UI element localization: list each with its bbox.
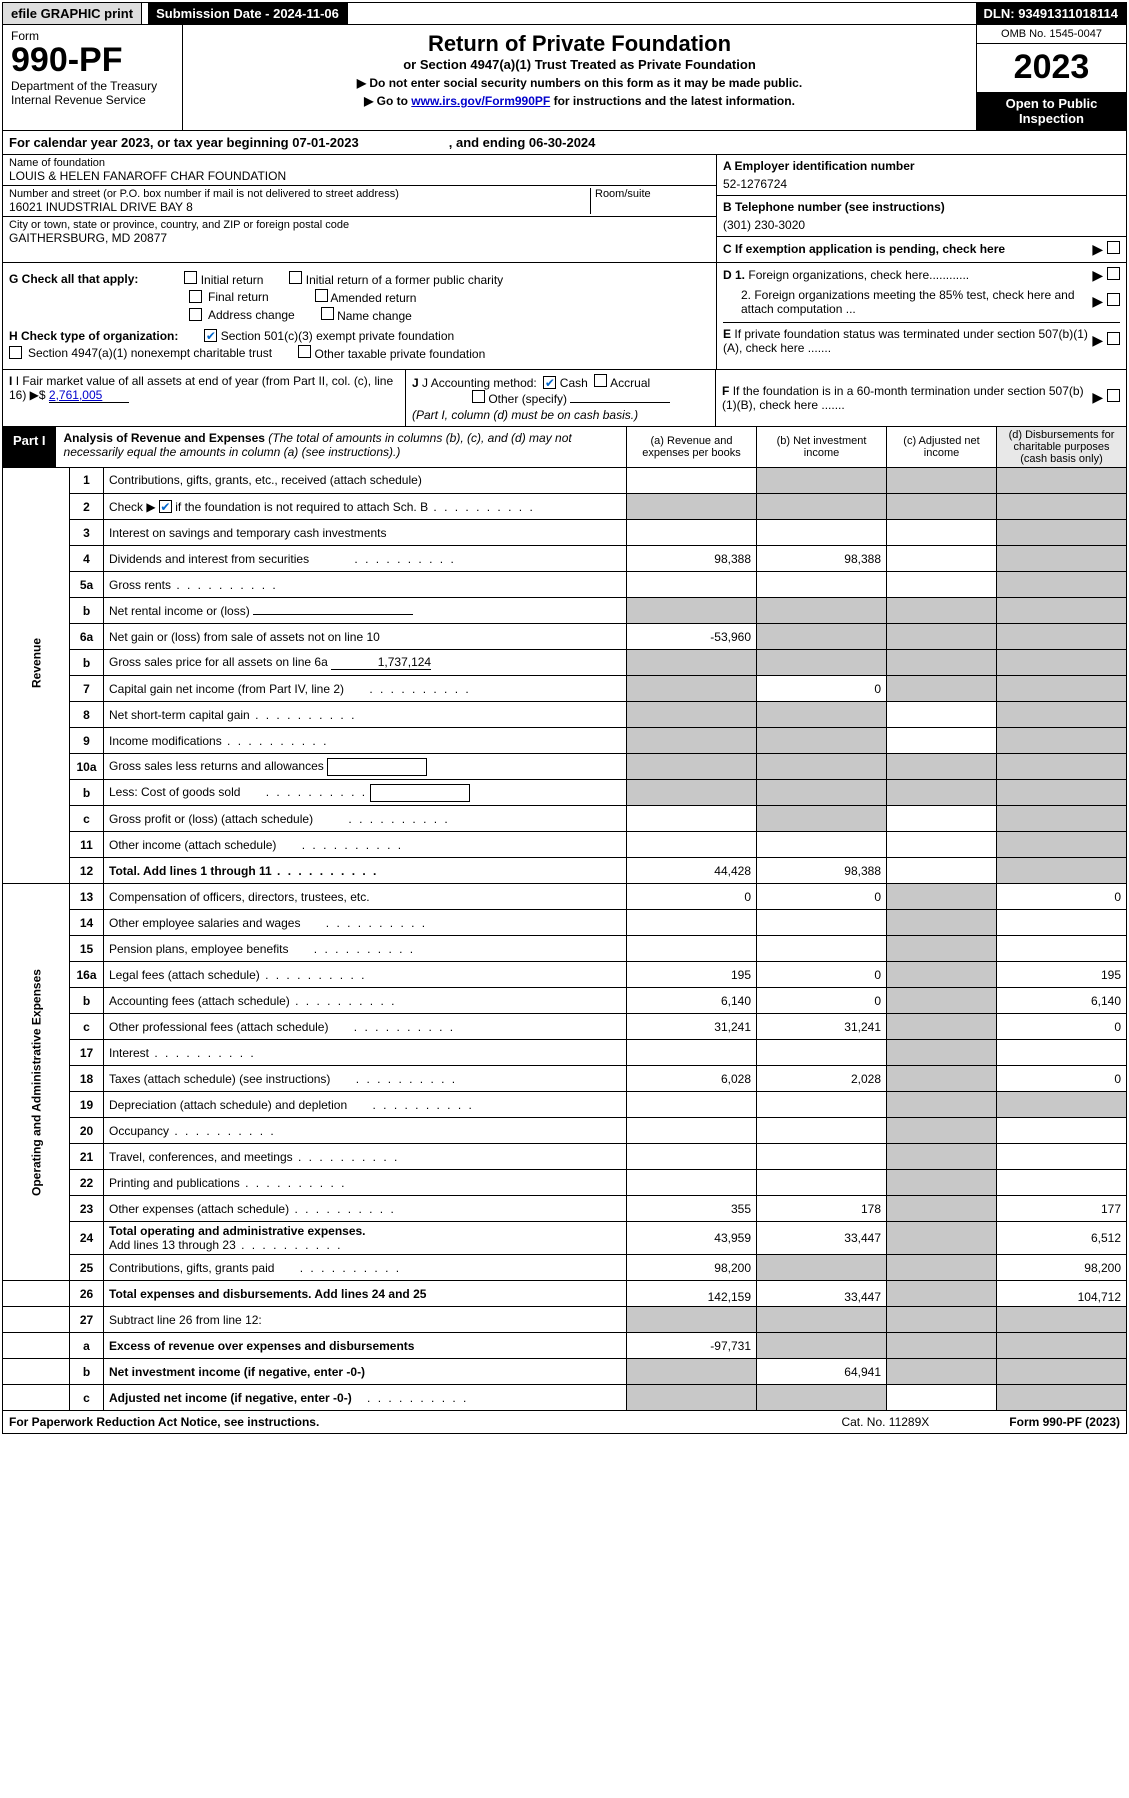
checkbox[interactable] bbox=[298, 345, 311, 358]
expenses-side-label: Operating and Administrative Expenses bbox=[3, 884, 70, 1281]
col-d-header: (d) Disbursements for charitable purpose… bbox=[996, 427, 1126, 467]
col-b-header: (b) Net investment income bbox=[756, 427, 886, 467]
checkbox-checked[interactable] bbox=[204, 329, 217, 342]
checkbox[interactable] bbox=[189, 308, 202, 321]
form-header: Form 990-PF Department of the Treasury I… bbox=[2, 25, 1127, 131]
form-subtitle: or Section 4947(a)(1) Trust Treated as P… bbox=[193, 57, 966, 72]
form-title: Return of Private Foundation bbox=[193, 31, 966, 57]
part-label: Part I bbox=[3, 427, 56, 467]
checkbox[interactable] bbox=[289, 271, 302, 284]
identity-block: Name of foundation LOUIS & HELEN FANAROF… bbox=[2, 155, 1127, 263]
efile-tag: efile GRAPHIC print bbox=[3, 3, 142, 24]
city-label: City or town, state or province, country… bbox=[9, 219, 710, 231]
open-inspect: Open to Public Inspection bbox=[977, 92, 1126, 130]
phone-label: B Telephone number (see instructions) bbox=[723, 200, 1120, 214]
col-a-header: (a) Revenue and expenses per books bbox=[626, 427, 756, 467]
addr-label: Number and street (or P.O. box number if… bbox=[9, 188, 590, 200]
ein: 52-1276724 bbox=[723, 177, 1120, 191]
c-label: C If exemption application is pending, c… bbox=[723, 242, 1005, 256]
fmv-link[interactable]: 2,761,005 bbox=[49, 388, 129, 403]
note2: ▶ Go to www.irs.gov/Form990PF for instru… bbox=[193, 94, 966, 108]
submission-date: Submission Date - 2024-11-06 bbox=[148, 3, 348, 24]
cat-no: Cat. No. 11289X bbox=[841, 1415, 929, 1429]
name-label: Name of foundation bbox=[9, 157, 710, 169]
checkbox[interactable] bbox=[9, 346, 22, 359]
form-number: 990-PF bbox=[11, 43, 174, 77]
checkbox[interactable] bbox=[321, 307, 334, 320]
col-c-header: (c) Adjusted net income bbox=[886, 427, 996, 467]
checkbox-checked[interactable] bbox=[543, 376, 556, 389]
address: 16021 INUDSTRIAL DRIVE BAY 8 bbox=[9, 200, 590, 214]
top-bar: efile GRAPHIC print Submission Date - 20… bbox=[2, 2, 1127, 25]
ein-label: A Employer identification number bbox=[723, 159, 1120, 173]
checkbox[interactable] bbox=[184, 271, 197, 284]
foundation-name: LOUIS & HELEN FANAROFF CHAR FOUNDATION bbox=[9, 169, 710, 183]
checkbox[interactable] bbox=[315, 289, 328, 302]
tax-year: 2023 bbox=[977, 44, 1126, 92]
page-footer: For Paperwork Reduction Act Notice, see … bbox=[2, 1411, 1127, 1434]
omb: OMB No. 1545-0047 bbox=[977, 25, 1126, 44]
g-h-checks: G Check all that apply: Initial return I… bbox=[2, 263, 1127, 370]
revenue-side-label: Revenue bbox=[3, 468, 70, 858]
phone: (301) 230-3020 bbox=[723, 218, 1120, 232]
dept: Department of the Treasury Internal Reve… bbox=[11, 79, 174, 107]
room-label: Room/suite bbox=[595, 188, 710, 200]
irs-link[interactable]: www.irs.gov/Form990PF bbox=[411, 94, 550, 108]
checkbox[interactable] bbox=[189, 290, 202, 303]
arrow-icon: ▶ bbox=[1092, 241, 1120, 258]
form-ref: Form 990-PF (2023) bbox=[1009, 1415, 1120, 1429]
note1: ▶ Do not enter social security numbers o… bbox=[193, 76, 966, 90]
h-label: H Check type of organization: bbox=[9, 329, 178, 343]
ijf-row: I I Fair market value of all assets at e… bbox=[2, 370, 1127, 427]
main-table: Revenue 1Contributions, gifts, grants, e… bbox=[2, 468, 1127, 1412]
calendar-year-row: For calendar year 2023, or tax year begi… bbox=[2, 131, 1127, 155]
pra-notice: For Paperwork Reduction Act Notice, see … bbox=[9, 1415, 319, 1429]
city: GAITHERSBURG, MD 20877 bbox=[9, 231, 710, 245]
g-label: G Check all that apply: bbox=[9, 272, 138, 286]
part1-header: Part I Analysis of Revenue and Expenses … bbox=[2, 427, 1127, 468]
dln: DLN: 93491311018114 bbox=[976, 3, 1126, 24]
